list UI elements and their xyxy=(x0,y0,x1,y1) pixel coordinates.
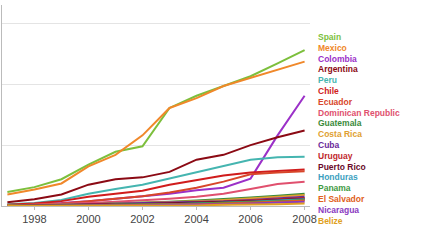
svg-text:Guatemala: Guatemala xyxy=(318,118,362,128)
svg-text:Panama: Panama xyxy=(318,183,351,193)
svg-text:2002: 2002 xyxy=(130,213,154,225)
svg-text:Chile: Chile xyxy=(318,86,339,96)
svg-text:Nicaragua: Nicaragua xyxy=(318,205,359,215)
svg-text:Puerto Rico: Puerto Rico xyxy=(318,162,366,172)
svg-text:Belize: Belize xyxy=(318,216,343,226)
svg-text:1998: 1998 xyxy=(22,213,46,225)
svg-text:El Salvador: El Salvador xyxy=(318,194,365,204)
svg-text:2006: 2006 xyxy=(238,213,262,225)
svg-text:Mexico: Mexico xyxy=(318,43,347,53)
svg-text:Peru: Peru xyxy=(318,75,337,85)
svg-text:Dominican Republic: Dominican Republic xyxy=(318,108,400,118)
svg-text:Colombia: Colombia xyxy=(318,54,357,64)
svg-text:Ecuador: Ecuador xyxy=(318,97,353,107)
svg-text:Uruguay: Uruguay xyxy=(318,151,353,161)
svg-text:Argentina: Argentina xyxy=(318,64,358,74)
svg-text:Honduras: Honduras xyxy=(318,172,358,182)
svg-text:2004: 2004 xyxy=(184,213,208,225)
svg-text:Cuba: Cuba xyxy=(318,140,340,150)
svg-text:Costa Rica: Costa Rica xyxy=(318,129,362,139)
svg-text:2000: 2000 xyxy=(76,213,100,225)
svg-text:Spain: Spain xyxy=(318,32,341,42)
svg-text:2008: 2008 xyxy=(292,213,316,225)
